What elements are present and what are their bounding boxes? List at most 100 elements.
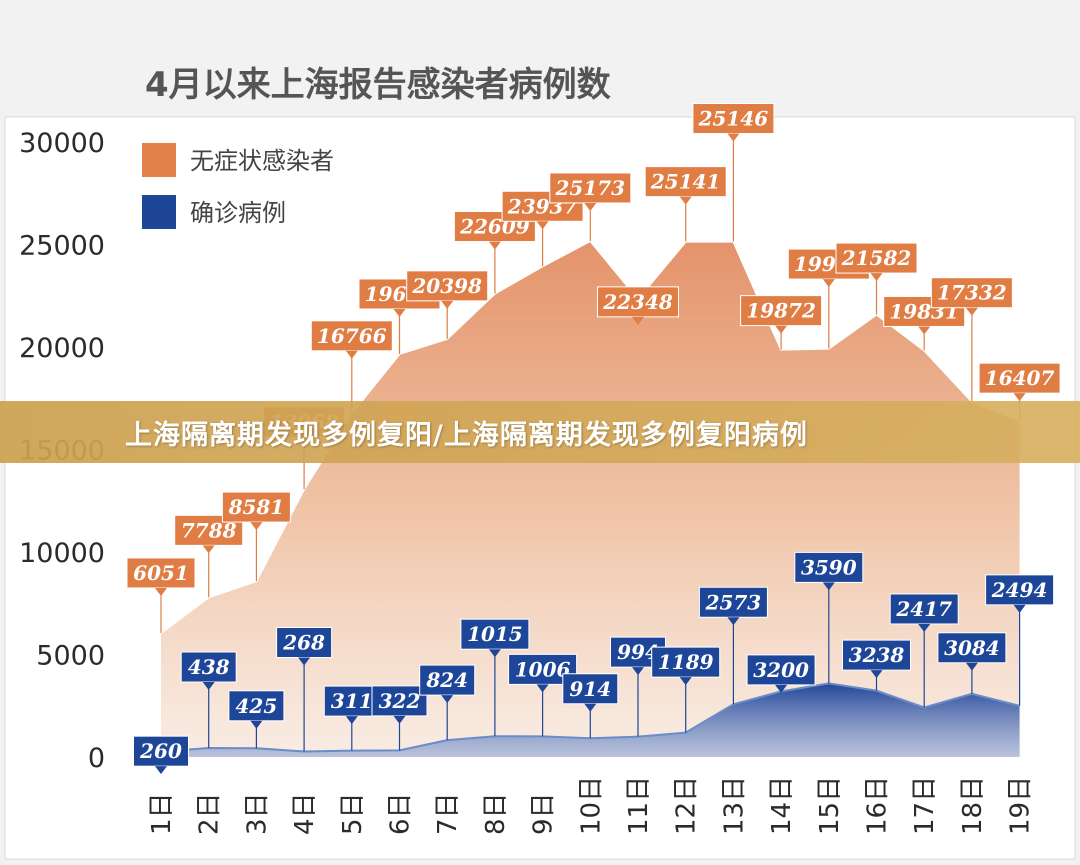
data-label-pointer: [202, 545, 215, 554]
data-label: 268: [276, 627, 333, 752]
legend-label-asymptomatic: 无症状感染者: [190, 147, 334, 175]
x-tick-label: 7日: [433, 792, 463, 835]
chart-title: 4月以来上海报告感染者病例数: [145, 65, 611, 105]
data-label-box: [740, 295, 823, 327]
data-label-text: 3590: [801, 555, 857, 579]
confirmed-series-area: [161, 683, 1020, 757]
y-tick-label: 5000: [36, 641, 105, 672]
data-label: 1006: [508, 653, 578, 737]
data-label-box: [310, 320, 393, 352]
legend-label-confirmed: 确诊病例: [190, 199, 286, 227]
data-label-box: [228, 690, 285, 722]
data-label-box: [889, 593, 959, 625]
data-label-pointer: [727, 133, 740, 142]
data-label-box: [692, 103, 775, 135]
banner-text: 上海隔离期发现多例复阳/上海隔离期发现多例复阳病例: [125, 419, 808, 451]
data-label-text: 2573: [705, 590, 762, 614]
data-label: 6051: [126, 557, 196, 633]
data-label-box: [978, 362, 1061, 394]
data-label-text: 425: [236, 694, 278, 718]
x-tick-label: 12日: [672, 776, 702, 835]
y-tick-label: 10000: [19, 538, 105, 569]
data-label-pointer: [584, 703, 597, 712]
data-label-box: [221, 491, 291, 523]
y-tick-label: 20000: [19, 333, 105, 364]
x-tick-label: 1日: [147, 792, 177, 835]
data-label: 25141: [644, 166, 727, 242]
data-label-text: 8581: [228, 495, 285, 519]
data-label-box: [794, 551, 864, 583]
data-label-text: 438: [188, 655, 230, 679]
data-label-text: 1006: [515, 657, 571, 681]
x-tick-label: 19日: [1006, 776, 1036, 835]
data-label-text: 6051: [133, 561, 189, 585]
data-label-text: 1015: [467, 622, 523, 646]
legend-swatch-confirmed: [142, 195, 176, 229]
data-label: 322: [371, 685, 428, 751]
data-label-pointer: [1013, 604, 1026, 613]
x-tick-label: 2日: [195, 792, 225, 835]
data-label-box: [842, 639, 911, 671]
data-label-pointer: [918, 623, 931, 632]
data-label-box: [597, 286, 679, 318]
x-tick-label: 8日: [481, 792, 511, 835]
data-label-pointer: [488, 649, 501, 658]
data-label-pointer: [250, 522, 263, 531]
data-label-box: [883, 295, 966, 327]
data-label-text: 914: [569, 677, 611, 701]
data-label-text: 3084: [944, 636, 1000, 660]
x-tick-label: 17日: [910, 776, 940, 835]
data-label-text: 17332: [937, 281, 1007, 305]
data-label: 20398: [406, 270, 489, 339]
asymptomatic-series-area: [161, 240, 1020, 758]
data-label-box: [562, 673, 619, 705]
data-label-pointer: [918, 326, 931, 335]
data-label-pointer: [870, 273, 883, 282]
data-labels: 6051778885811306816766196602039822609239…: [126, 103, 1061, 775]
x-axis: 1日 2日 3日 4日 5日 6日 7日 8日 9日 10日 11日 12日 13日 14日 15日 16日 1…: [147, 776, 1036, 835]
data-label-box: [835, 242, 918, 274]
data-label-pointer: [393, 715, 406, 724]
x-tick-label: 6日: [386, 792, 416, 835]
data-label-text: 824: [425, 668, 468, 692]
legend-swatch-asymptomatic: [142, 143, 176, 177]
data-label-text: 311: [331, 689, 373, 713]
data-label-pointer: [632, 316, 644, 325]
data-label: 438: [180, 651, 237, 749]
data-label-pointer: [536, 684, 549, 693]
x-tick-label: 10日: [576, 776, 606, 835]
data-label: 25173: [549, 172, 632, 241]
x-tick-label: 14日: [767, 776, 797, 835]
data-label: 425: [228, 690, 285, 749]
x-tick-label: 5日: [338, 792, 368, 835]
data-label: 824: [419, 664, 476, 741]
data-label-box: [937, 632, 1007, 664]
data-label-pointer: [298, 657, 311, 666]
data-label: 2573: [698, 586, 768, 705]
data-label-pointer: [155, 587, 167, 596]
data-label-box: [371, 685, 428, 717]
data-label-pointer: [441, 695, 454, 704]
x-tick-label: 18日: [958, 776, 988, 835]
data-label-text: 25141: [650, 170, 721, 194]
data-label-pointer: [632, 667, 644, 676]
data-label: 3200: [746, 654, 816, 693]
data-label-pointer: [488, 241, 501, 250]
data-label-pointer: [155, 766, 167, 775]
data-label-pointer: [965, 662, 978, 671]
x-tick-label: 4日: [290, 792, 320, 835]
data-label-box: [126, 557, 196, 589]
data-label-text: 16407: [985, 366, 1055, 390]
y-tick-label: 25000: [19, 231, 105, 262]
data-label: 3238: [842, 639, 911, 691]
data-label-text: 268: [282, 631, 325, 655]
data-label-pointer: [965, 307, 978, 316]
data-label-pointer: [250, 720, 263, 729]
data-label-text: 2494: [991, 578, 1048, 602]
overlay-banner: 上海隔离期发现多例复阳/上海隔离期发现多例复阳病例: [0, 401, 1080, 463]
data-label: 3590: [794, 551, 864, 684]
data-label: 1189: [651, 646, 721, 733]
data-label-box: [419, 664, 476, 696]
y-tick-label: 30000: [19, 128, 105, 159]
data-label-pointer: [1013, 393, 1026, 402]
